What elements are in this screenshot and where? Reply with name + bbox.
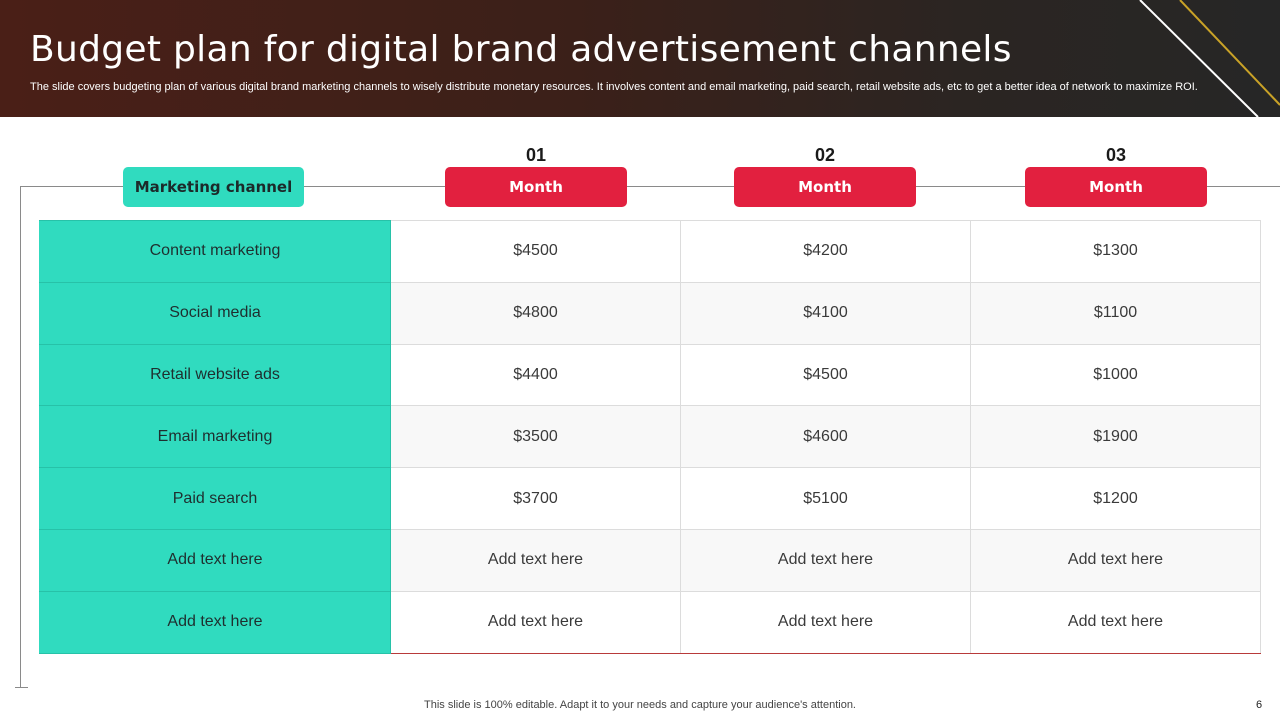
- value-cell: $4600: [680, 405, 971, 469]
- value-cell: $1300: [970, 220, 1261, 283]
- value-cell: $4400: [390, 343, 681, 407]
- value-cell: $4100: [680, 281, 971, 345]
- corner-decoration: [1139, 0, 1280, 117]
- table-row: Paid search $3700 $5100 $1200: [39, 467, 1261, 530]
- value-cell: Add text here: [970, 528, 1261, 592]
- channel-cell: Add text here: [39, 528, 391, 592]
- column-number-2: 02: [814, 145, 836, 165]
- value-cell: Add text here: [970, 590, 1261, 654]
- value-cell: $4200: [680, 220, 971, 283]
- value-cell: Add text here: [390, 528, 681, 592]
- slide-title: Budget plan for digital brand advertisem…: [30, 29, 1012, 70]
- channel-cell: Add text here: [39, 590, 391, 654]
- table-row: Retail website ads $4400 $4500 $1000: [39, 343, 1261, 407]
- column-header-pill-2: Month: [734, 167, 916, 207]
- value-cell: $1200: [970, 467, 1261, 530]
- value-cell: $4500: [680, 343, 971, 407]
- value-cell: Add text here: [390, 590, 681, 654]
- channel-cell: Social media: [39, 281, 391, 345]
- value-cell: $3700: [390, 467, 681, 530]
- table-row: Content marketing $4500 $4200 $1300: [39, 220, 1261, 283]
- channel-cell: Content marketing: [39, 220, 391, 283]
- column-header-pill-1: Month: [445, 167, 627, 207]
- column-number-3: 03: [1105, 145, 1127, 165]
- value-cell: $3500: [390, 405, 681, 469]
- frame-line-left: [20, 186, 21, 688]
- budget-table: Content marketing $4500 $4200 $1300 Soci…: [39, 220, 1261, 654]
- slide-header: Budget plan for digital brand advertisem…: [0, 0, 1280, 117]
- column-header-pill-3: Month: [1025, 167, 1207, 207]
- frame-line-bottom: [15, 687, 28, 688]
- table-row: Email marketing $3500 $4600 $1900: [39, 405, 1261, 469]
- value-cell: $1900: [970, 405, 1261, 469]
- value-cell: $1100: [970, 281, 1261, 345]
- column-number-1: 01: [525, 145, 547, 165]
- table-row: Add text here Add text here Add text her…: [39, 528, 1261, 592]
- slide-subtitle: The slide covers budgeting plan of vario…: [30, 81, 1198, 93]
- value-cell: Add text here: [680, 590, 971, 654]
- value-cell: $4500: [390, 220, 681, 283]
- value-cell: $5100: [680, 467, 971, 530]
- slide-footer-note: This slide is 100% editable. Adapt it to…: [424, 699, 856, 711]
- table-row: Social media $4800 $4100 $1100: [39, 281, 1261, 345]
- channel-cell: Paid search: [39, 467, 391, 530]
- value-cell: $4800: [390, 281, 681, 345]
- table-row: Add text here Add text here Add text her…: [39, 590, 1261, 654]
- channel-cell: Email marketing: [39, 405, 391, 469]
- value-cell: Add text here: [680, 528, 971, 592]
- row-header-pill: Marketing channel: [123, 167, 304, 207]
- page-number: 6: [1256, 699, 1263, 711]
- frame-line-top: [20, 186, 1280, 187]
- value-cell: $1000: [970, 343, 1261, 407]
- channel-cell: Retail website ads: [39, 343, 391, 407]
